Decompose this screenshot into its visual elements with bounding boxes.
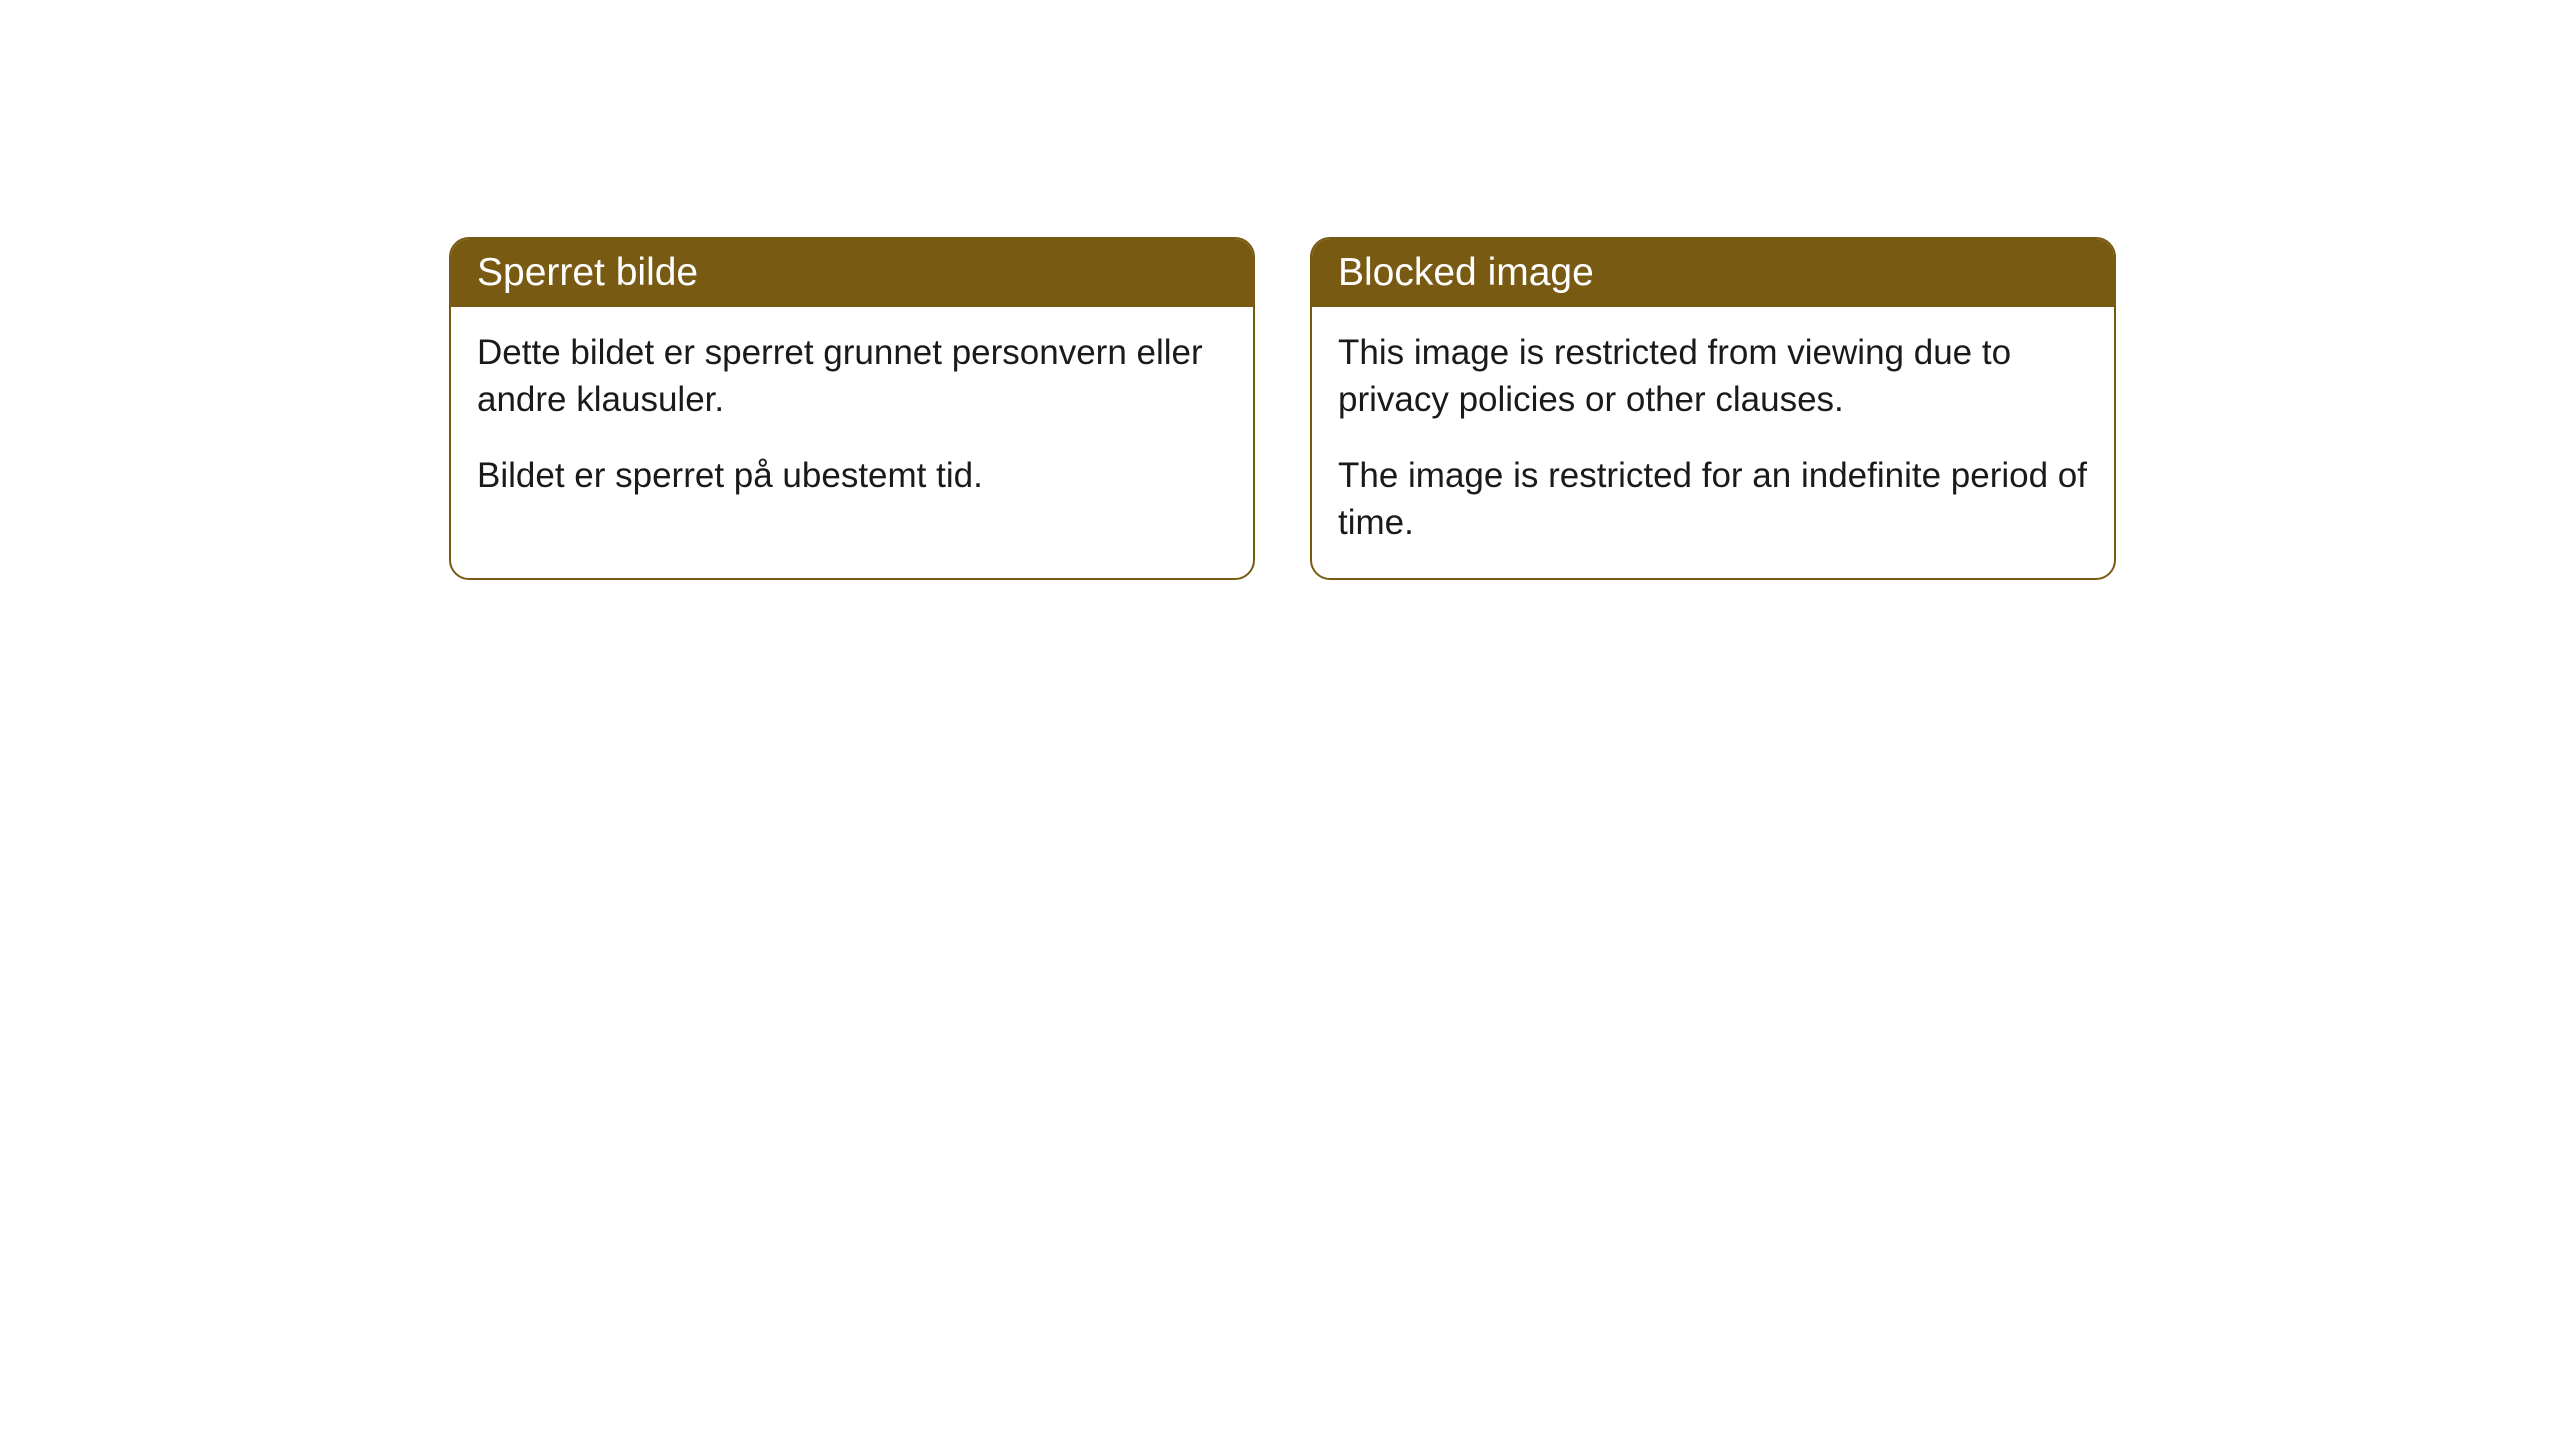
card-title: Sperret bilde [477, 251, 698, 294]
card-title: Blocked image [1338, 251, 1594, 294]
notification-cards-container: Sperret bilde Dette bildet er sperret gr… [449, 237, 2116, 580]
blocked-image-card-english: Blocked image This image is restricted f… [1310, 237, 2116, 580]
card-header: Blocked image [1312, 239, 2114, 307]
card-paragraph: The image is restricted for an indefinit… [1338, 452, 2088, 547]
card-body: This image is restricted from viewing du… [1312, 307, 2114, 578]
card-paragraph: This image is restricted from viewing du… [1338, 329, 2088, 424]
card-body: Dette bildet er sperret grunnet personve… [451, 307, 1253, 531]
card-header: Sperret bilde [451, 239, 1253, 307]
blocked-image-card-norwegian: Sperret bilde Dette bildet er sperret gr… [449, 237, 1255, 580]
card-paragraph: Dette bildet er sperret grunnet personve… [477, 329, 1227, 424]
card-paragraph: Bildet er sperret på ubestemt tid. [477, 452, 1227, 499]
